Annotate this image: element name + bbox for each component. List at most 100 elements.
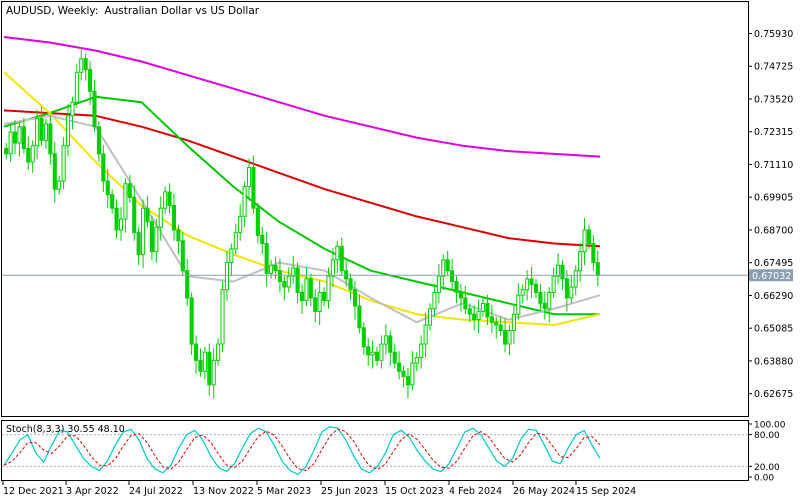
candle-body bbox=[92, 90, 97, 128]
candle-body bbox=[70, 101, 75, 117]
candle-body bbox=[207, 351, 212, 386]
price-tick-label: 0.74725 bbox=[754, 62, 793, 73]
time-tick-label: 13 Nov 2022 bbox=[193, 486, 254, 497]
candle-body bbox=[229, 248, 234, 264]
candle-body bbox=[551, 275, 556, 293]
candle-body bbox=[379, 343, 384, 361]
chart-title: AUDUSD, Weekly: Australian Dollar vs US Do… bbox=[6, 5, 260, 17]
candle-body bbox=[4, 147, 9, 155]
candle-body bbox=[286, 275, 291, 288]
stochastic-tick-label: 0.00 bbox=[754, 474, 774, 484]
time-tick-label: 15 Oct 2023 bbox=[385, 486, 444, 497]
candle-body bbox=[17, 126, 22, 144]
price-tick-label: 0.75930 bbox=[754, 29, 793, 40]
candle-body bbox=[542, 302, 547, 310]
candle-body bbox=[158, 207, 163, 228]
candle-body bbox=[423, 324, 428, 345]
candle-body bbox=[375, 351, 380, 361]
time-tick-label: 26 May 2024 bbox=[513, 486, 575, 497]
candle-body bbox=[39, 118, 44, 141]
candle-body bbox=[242, 185, 247, 217]
candle-body bbox=[547, 291, 552, 310]
candle-body bbox=[57, 180, 62, 190]
candle-body bbox=[238, 215, 243, 234]
candle-body bbox=[308, 278, 313, 299]
time-axis: 12 Dec 2021 3 Apr 2022 24 Jul 2022 13 Nov 2… bbox=[2, 481, 636, 497]
candle-body bbox=[282, 281, 287, 288]
candle-body bbox=[141, 207, 146, 255]
time-tick-label: 15 Sep 2024 bbox=[576, 486, 636, 497]
price-tick-label: 0.68700 bbox=[754, 225, 793, 236]
candle-body bbox=[427, 308, 433, 326]
stochastic-label: Stoch(8,3,3) 30.55 48.10 bbox=[6, 424, 125, 435]
stochastic-tick-label: 20.00 bbox=[754, 463, 780, 473]
price-tick-label: 0.62675 bbox=[754, 389, 793, 400]
price-tick-label: 0.73520 bbox=[754, 94, 793, 105]
candle-body bbox=[88, 69, 93, 92]
candle-body bbox=[216, 343, 221, 361]
candle-body bbox=[96, 126, 101, 155]
candle-body bbox=[233, 232, 238, 250]
candle-body bbox=[573, 270, 578, 288]
candle-body bbox=[556, 264, 561, 277]
candle-body bbox=[189, 297, 194, 345]
price-axis: 0.75930 0.74725 0.73520 0.72315 0.71110 0.699… bbox=[748, 29, 793, 400]
current-price-box bbox=[749, 269, 793, 282]
candle-body bbox=[366, 346, 371, 356]
candle-body bbox=[489, 316, 494, 323]
stochastic-signal-line bbox=[3, 428, 601, 472]
candle-body bbox=[269, 264, 274, 274]
candle-body bbox=[198, 359, 203, 372]
candle-body bbox=[110, 194, 115, 209]
candle-body bbox=[564, 278, 569, 299]
price-tick-label: 0.65085 bbox=[754, 324, 793, 335]
price-tick-label: 0.67495 bbox=[754, 258, 793, 269]
price-tick-label: 0.71110 bbox=[754, 160, 793, 171]
candle-body bbox=[454, 281, 459, 293]
candle-body bbox=[167, 191, 172, 206]
candle-body bbox=[361, 327, 366, 348]
candle-body bbox=[397, 362, 402, 372]
candle-body bbox=[176, 229, 181, 242]
candle-body bbox=[313, 297, 318, 312]
candle-body bbox=[26, 147, 31, 163]
candle-body bbox=[48, 123, 53, 155]
candle-body bbox=[291, 267, 296, 277]
candle-body bbox=[101, 153, 106, 182]
price-tick-label: 0.63880 bbox=[754, 356, 793, 367]
candle-body bbox=[419, 343, 424, 359]
candle-body bbox=[511, 313, 516, 331]
candle-body bbox=[35, 118, 40, 147]
candle-body bbox=[277, 270, 282, 283]
candle-body bbox=[322, 291, 327, 302]
candle-body bbox=[74, 71, 79, 103]
candle-body bbox=[30, 145, 35, 163]
candle-body bbox=[52, 153, 57, 190]
candle-body bbox=[61, 145, 66, 182]
candle-body bbox=[357, 305, 362, 329]
candle-body bbox=[171, 204, 177, 231]
price-panel-frame bbox=[1, 1, 749, 417]
candlesticks bbox=[4, 46, 600, 399]
candle-body bbox=[560, 264, 565, 280]
candle-body bbox=[114, 207, 119, 231]
stochastic-main-line bbox=[3, 425, 601, 476]
candle-body bbox=[494, 321, 499, 326]
time-tick-label: 12 Dec 2021 bbox=[3, 486, 64, 497]
stochastic-tick-label: 100.00 bbox=[754, 421, 786, 431]
candle-body bbox=[383, 335, 388, 345]
candle-body bbox=[12, 131, 18, 144]
candle-body bbox=[295, 267, 300, 293]
candle-body bbox=[410, 362, 415, 386]
candle-body bbox=[105, 180, 110, 196]
candle-body bbox=[578, 251, 583, 272]
candle-body bbox=[43, 123, 48, 141]
candle-body bbox=[127, 183, 132, 198]
candle-body bbox=[507, 329, 512, 345]
candle-body bbox=[224, 262, 229, 291]
candle-body bbox=[538, 291, 543, 304]
candle-body bbox=[145, 207, 150, 223]
time-tick-label: 25 Jun 2023 bbox=[321, 486, 378, 497]
